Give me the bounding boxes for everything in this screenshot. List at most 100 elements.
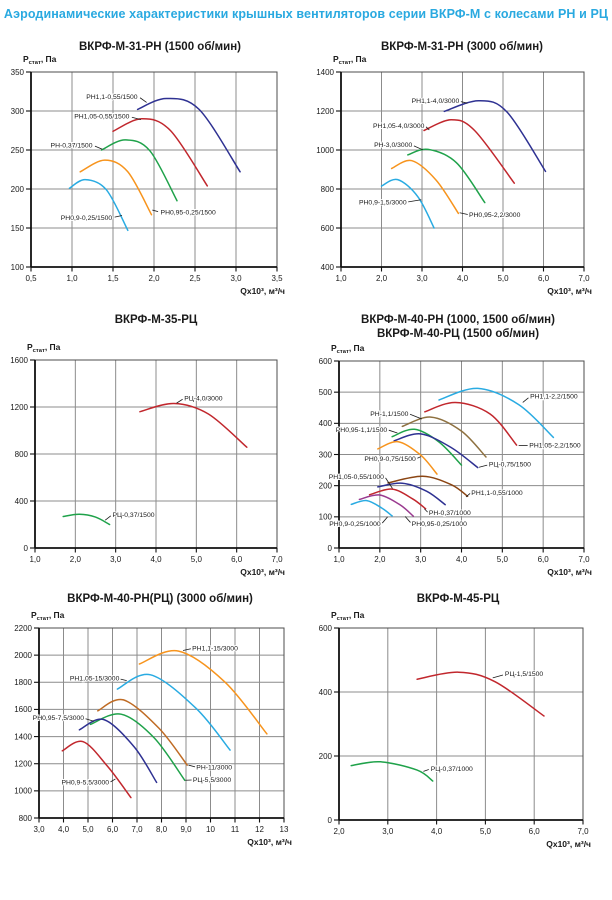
x-tick-label: 9,0 xyxy=(180,825,192,834)
series-curve xyxy=(79,159,153,216)
y-tick-label: 200 xyxy=(319,752,333,761)
chart-title: ВКРФ-М-31-РН (3000 об/мин) xyxy=(381,41,543,53)
series-curve xyxy=(387,475,469,498)
series-curve xyxy=(350,499,393,517)
series-curve xyxy=(89,713,186,782)
series-label: РН-1,1/1500 xyxy=(370,411,408,418)
x-tick-label: 3,0 xyxy=(33,825,45,834)
chart-vkrf-m-31-rn-1500: ВКРФ-М-31-РН (1500 об/мин) 0,5 1,0 1,5 2,0 2,… xyxy=(11,41,285,296)
series-label-leader xyxy=(465,493,471,498)
series-label-leader xyxy=(152,209,159,213)
series-curve xyxy=(116,673,231,751)
y-tick-label: 400 xyxy=(319,419,333,428)
series-label: РН1,1-2,2/1500 xyxy=(530,394,578,401)
y-tick-label: 1600 xyxy=(10,356,28,365)
y-axis-unit-label: Рстат, Па xyxy=(31,610,65,622)
y-axis-sub: стат xyxy=(33,348,45,354)
y-tick-label: 0 xyxy=(328,544,333,553)
series-label: РН-0,37/1500 xyxy=(51,143,93,150)
series-curve xyxy=(423,119,516,184)
y-tick-label: 350 xyxy=(11,68,25,77)
y-axis-sub: стат xyxy=(337,349,349,355)
x-tick-label: 11 xyxy=(231,825,240,834)
x-tick-label: 3,5 xyxy=(271,274,283,283)
chart-vkrf-m-45-rc: ВКРФ-М-45-РЦ 2,0 3,0 4,0 5,0 6,0 7,0 0 200 400 600… xyxy=(319,593,591,849)
series-curve xyxy=(416,671,545,717)
x-tick-label: 2,0 xyxy=(374,555,386,564)
x-tick-label: 1,0 xyxy=(335,274,347,283)
series-label-leader xyxy=(139,97,147,103)
chart-vkrf-m-40-rn-rc-3000: ВКРФ-М-40-РН(РЦ) (3000 об/мин) 3,0 4,0 5,0 6… xyxy=(14,593,292,847)
y-axis-sub: стат xyxy=(29,60,41,66)
series-curve xyxy=(97,698,188,766)
series-label: РЦ-1,5/1500 xyxy=(505,671,544,678)
x-axis-unit-label: Qx10³, м³/ч xyxy=(547,567,592,577)
x-tick-label: 7,0 xyxy=(578,274,590,283)
y-tick-label: 1400 xyxy=(316,68,334,77)
series-label-leader xyxy=(120,678,127,682)
series-curve xyxy=(407,148,486,204)
y-tick-label: 2200 xyxy=(14,624,32,633)
x-tick-label: 3,0 xyxy=(230,274,242,283)
x-tick-label: 5,0 xyxy=(82,825,94,834)
page-title: Аэродинамические характеристики крышных … xyxy=(3,7,609,21)
series-label: РЦ-0,75/1500 xyxy=(489,462,531,469)
x-tick-label: 1,0 xyxy=(29,555,41,564)
y-axis-unit: , Па xyxy=(49,610,65,620)
series-label: РЦ-5,5/3000 xyxy=(193,777,232,784)
y-tick-label: 1800 xyxy=(14,678,32,687)
y-axis-unit: , Па xyxy=(45,342,61,352)
series-label: РН0,95-0,25/1000 xyxy=(412,521,467,528)
y-tick-label: 500 xyxy=(319,388,333,397)
x-tick-label: 6,0 xyxy=(529,827,541,836)
y-tick-label: 400 xyxy=(319,688,333,697)
series-label: РН0,9-0,25/1500 xyxy=(61,215,113,222)
series-label-leader xyxy=(104,515,112,521)
y-axis-unit: , Па xyxy=(41,54,57,64)
series-curve xyxy=(350,760,434,782)
y-tick-label: 1200 xyxy=(316,107,334,116)
x-tick-label: 2,5 xyxy=(189,274,201,283)
series-label-leader xyxy=(182,648,191,651)
y-tick-label: 600 xyxy=(321,224,335,233)
series-label-leader xyxy=(94,145,103,150)
x-axis-unit-label: Qx10³, м³/ч xyxy=(240,286,285,296)
x-tick-label: 13 xyxy=(280,825,289,834)
y-tick-label: 800 xyxy=(321,185,335,194)
chart-title: ВКРФ-М-40-РН (1000, 1500 об/мин) xyxy=(361,314,555,326)
x-tick-label: 1,5 xyxy=(107,274,119,283)
series-label: РН0,95-1,1/1500 xyxy=(336,427,388,434)
series-label-leader xyxy=(408,199,422,203)
series-label-leader xyxy=(460,101,468,104)
x-tick-label: 2,0 xyxy=(70,555,82,564)
series-label: РН1,1-0,55/1000 xyxy=(471,490,523,497)
x-axis-unit-label: Qx10³, м³/ч xyxy=(247,837,292,847)
series-label-leader xyxy=(423,769,429,772)
series-label-leader xyxy=(131,116,141,120)
series-label-leader xyxy=(85,718,94,722)
x-tick-label: 12 xyxy=(255,825,264,834)
y-tick-label: 0 xyxy=(328,816,333,825)
x-tick-label: 5,0 xyxy=(191,555,203,564)
series-label: РН1,1-4,0/3000 xyxy=(412,98,460,105)
chart-vkrf-m-35-rc: ВКРФ-М-35-РЦ 1,0 2,0 3,0 4,0 5,0 6,0 7,0 0 400 800… xyxy=(10,314,285,577)
series-curve xyxy=(438,387,555,439)
series-label: РН1,05-0,55/1500 xyxy=(74,114,129,121)
series-curve xyxy=(61,740,132,799)
series-label-leader xyxy=(492,674,504,679)
series-label-leader xyxy=(404,516,411,523)
y-tick-label: 600 xyxy=(319,624,333,633)
x-tick-label: 4,0 xyxy=(431,827,443,836)
x-axis-unit-label: Qx10³, м³/ч xyxy=(546,839,591,849)
y-tick-label: 1600 xyxy=(14,705,32,714)
x-tick-label: 10 xyxy=(206,825,215,834)
series-curve xyxy=(78,718,158,784)
x-tick-label: 4,0 xyxy=(456,555,468,564)
y-axis-unit-label: Рстат, Па xyxy=(23,54,57,66)
series-curve xyxy=(368,488,427,510)
series-label-leader xyxy=(522,397,529,403)
chart-title: ВКРФ-М-45-РЦ xyxy=(417,593,500,605)
series-label-leader xyxy=(110,778,116,783)
